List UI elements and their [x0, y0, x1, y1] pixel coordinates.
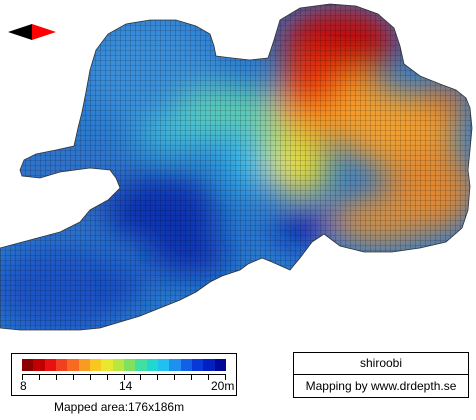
compass-right-half: [32, 24, 56, 40]
compass-left-half: [8, 24, 32, 40]
legend-swatch: [203, 359, 215, 371]
legend-tick: [123, 375, 125, 380]
legend-tick: [157, 375, 159, 380]
legend-swatch: [22, 359, 34, 371]
legend-tick: [89, 375, 91, 380]
legend-axis: [22, 374, 226, 381]
legend-tick: [140, 375, 142, 380]
legend-swatch: [123, 359, 136, 371]
compass-arrow-icon: [8, 24, 56, 40]
legend-swatch: [33, 359, 45, 371]
legend-swatch: [67, 359, 79, 371]
legend-tick: [72, 375, 74, 380]
depth-map: [0, 3, 473, 331]
legend-swatch: [180, 359, 192, 371]
legend-tick: [174, 375, 176, 380]
legend-mid-label: 14: [119, 379, 133, 393]
depth-surface: [0, 3, 473, 331]
lake-name: shiroobi: [294, 353, 468, 375]
legend-tick: [225, 375, 226, 380]
legend-swatch: [135, 359, 147, 371]
legend-tick: [191, 375, 193, 380]
mapped-area-text: Mapped area:176x186m: [54, 400, 185, 414]
legend-tick: [55, 375, 57, 380]
legend-swatch: [89, 359, 102, 371]
depth-legend: 8 14 20m: [11, 353, 237, 396]
credit-text: Mapping by www.drdepth.se: [305, 379, 457, 393]
legend-min-label: 8: [20, 379, 27, 393]
legend-swatch: [112, 359, 124, 371]
legend-tick: [208, 375, 210, 380]
legend-tick: [106, 375, 108, 380]
legend-tick: [38, 375, 40, 380]
legend-swatch: [101, 359, 113, 371]
legend-max-label: 20m: [211, 379, 235, 393]
color-scale: [22, 359, 226, 371]
legend-swatch: [157, 359, 170, 371]
legend-swatch: [44, 359, 56, 371]
legend-swatch: [146, 359, 158, 371]
legend-swatch: [191, 359, 204, 371]
legend-swatch: [169, 359, 181, 371]
legend-swatch: [214, 359, 226, 371]
info-box: shiroobi Mapping by www.drdepth.se: [293, 352, 469, 398]
legend-tick: [22, 375, 23, 380]
legend-swatch: [55, 359, 68, 371]
legend-swatch: [78, 359, 90, 371]
